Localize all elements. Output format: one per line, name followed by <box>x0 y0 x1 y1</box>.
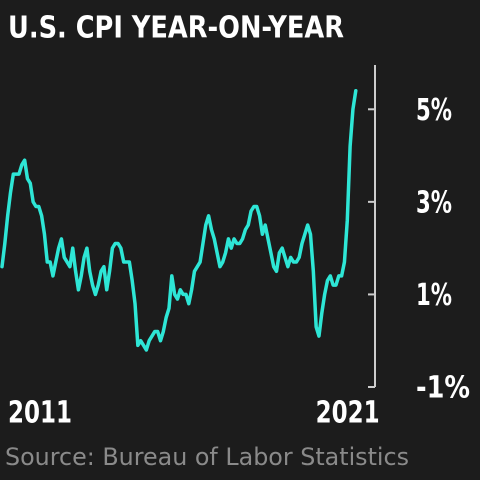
y-tick-label: 5% <box>416 93 452 128</box>
cpi-line <box>0 89 358 352</box>
x-tick-label: 2011 <box>8 396 72 431</box>
source-note: Source: Bureau of Labor Statistics <box>5 443 409 471</box>
y-tick-label: 3% <box>416 185 452 220</box>
y-tick-label: 1% <box>416 278 452 313</box>
y-tick-label: -1% <box>416 371 470 406</box>
chart-title: U.S. CPI YEAR-ON-YEAR <box>8 11 344 46</box>
x-tick-label: 2021 <box>316 396 380 431</box>
